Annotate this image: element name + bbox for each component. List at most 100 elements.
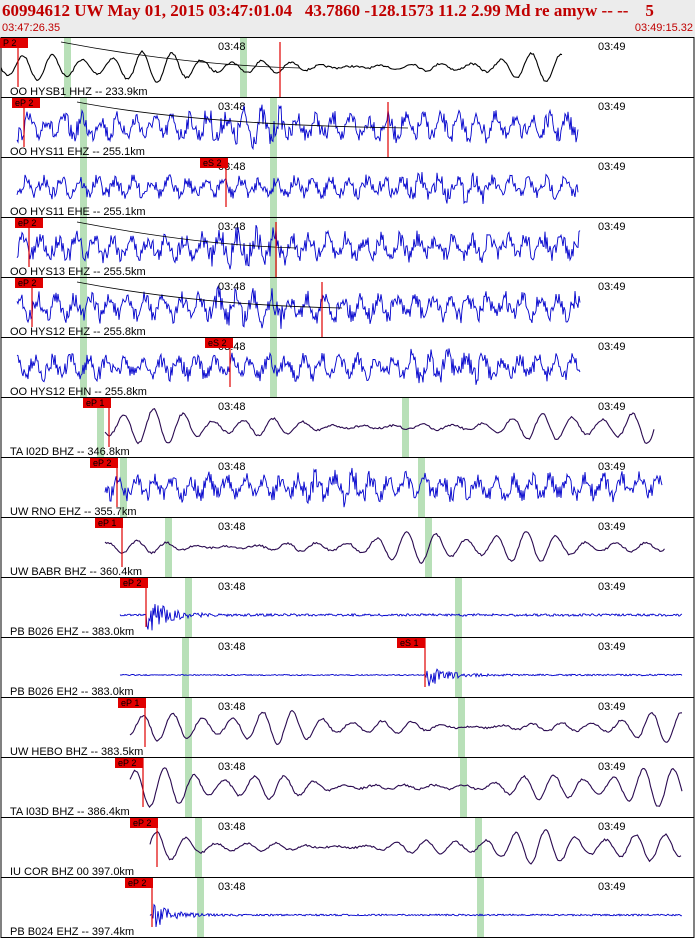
phase-pick-box[interactable] (95, 518, 123, 528)
time-window-marker (182, 638, 189, 697)
phase-pick-box[interactable] (115, 758, 143, 768)
phase-pick-label: eP 2 (128, 878, 146, 888)
station-label: PB B026 EHZ -- 383.0km (10, 626, 134, 638)
time-window-marker (80, 278, 87, 337)
waveform (149, 829, 682, 865)
time-tick-label: 03:48 (218, 41, 246, 53)
time-tick-label: 03:49 (598, 41, 626, 53)
time-tick-label: 03:48 (218, 581, 246, 593)
phase-pick-box[interactable] (83, 398, 111, 408)
phase-pick-label: eP 2 (118, 758, 136, 768)
trace-row[interactable]: 03:48 03:49 eP 2 UW RNO EHZ -- 355.7km (0, 457, 695, 519)
travel-time-curve (76, 221, 297, 249)
time-window-marker (240, 38, 247, 97)
time-tick-label: 03:49 (598, 461, 626, 473)
time-window-marker (418, 458, 425, 517)
trace-row[interactable]: 03:48 03:49 eP 2 TA I03D BHZ -- 386.4km (0, 757, 695, 819)
waveform (16, 225, 581, 270)
phase-pick-box[interactable] (397, 638, 425, 648)
phase-pick-label: eS 2 (208, 338, 227, 348)
waveform (16, 348, 581, 385)
time-window-marker (80, 218, 87, 277)
time-window-marker (402, 398, 409, 457)
phase-pick-box[interactable] (12, 98, 40, 108)
trace-row[interactable]: 03:48 03:49 eP 2 IU COR BHZ 00 397.0km (0, 817, 695, 879)
phase-pick-box[interactable] (90, 458, 118, 468)
phase-pick-label: eP 2 (18, 278, 36, 288)
start-time: 03:47:26.35 (2, 22, 61, 34)
seismogram-panel[interactable]: 03:48 03:49P 2OO HYSB1 HHZ -- 233.9km03:4… (0, 37, 695, 938)
trace-row[interactable]: 03:48 03:49 eP 1 TA I02D BHZ -- 346.8km (0, 397, 695, 459)
phase-pick-box[interactable] (120, 578, 148, 588)
time-tick-label: 03:48 (218, 521, 246, 533)
time-tick-label: 03:49 (598, 161, 626, 173)
phase-pick-box[interactable] (200, 158, 228, 168)
phase-pick-box[interactable] (15, 218, 43, 228)
time-tick-label: 03:49 (598, 641, 626, 653)
waveform (129, 767, 683, 809)
time-window-marker (64, 38, 71, 97)
waveform (104, 531, 665, 564)
time-tick-label: 03:48 (218, 281, 246, 293)
trace-row[interactable]: 03:48 03:49 eP 1 UW HEBO BHZ -- 383.5km (0, 697, 695, 759)
trace-row[interactable]: 03:48 03:49 eP 2 PB B026 EHZ -- 383.0km (0, 577, 695, 639)
time-tick-label: 03:48 (218, 701, 246, 713)
time-tick-label: 03:49 (598, 281, 626, 293)
trace-row[interactable]: 03:48 03:49 eS 1 PB B026 EH2 -- 383.0km (0, 637, 695, 699)
time-tick-label: 03:49 (598, 761, 626, 773)
phase-pick-label: eS 1 (400, 638, 419, 648)
phase-pick-box[interactable] (125, 878, 153, 888)
station-label: PB B026 EH2 -- 383.0km (10, 686, 134, 698)
time-window-marker (165, 518, 172, 577)
travel-time-curve (60, 41, 301, 69)
trace-row[interactable]: 03:48 03:49 eP 2 OO HYS12 EHZ -- 255.8km (0, 277, 695, 339)
time-window-marker (185, 698, 192, 757)
station-label: TA I02D BHZ -- 346.8km (10, 446, 130, 458)
trace-row[interactable]: 03:48 03:49 eP 2 OO HYS13 EHZ -- 255.5km (0, 217, 695, 279)
waveform (104, 408, 655, 445)
trace-row[interactable]: 03:48 03:49 P 2 OO HYSB1 HHZ -- 233.9km (0, 37, 695, 99)
time-window-marker (455, 578, 462, 637)
phase-pick-box[interactable] (118, 698, 146, 708)
phase-pick-label: eP 1 (98, 518, 116, 528)
station-label: IU COR BHZ 00 397.0km (10, 866, 134, 878)
end-time: 03:49:15.32 (634, 22, 693, 34)
phase-pick-box[interactable] (130, 818, 158, 828)
waveform (16, 285, 581, 329)
time-window-marker (185, 578, 192, 637)
time-tick-label: 03:48 (218, 461, 246, 473)
phase-pick-label: eP 2 (15, 98, 33, 108)
time-window-marker (120, 458, 127, 517)
phase-pick-box[interactable] (0, 38, 28, 48)
phase-pick-label: eP 2 (123, 578, 141, 588)
station-label: PB B024 EHZ -- 397.4km (10, 926, 134, 938)
station-label: OO HYS11 EHZ -- 255.1km (10, 146, 145, 158)
time-window-marker (97, 398, 104, 457)
phase-pick-label: eP 2 (133, 818, 151, 828)
time-tick-label: 03:49 (598, 401, 626, 413)
waveform (16, 104, 579, 151)
time-tick-label: 03:49 (598, 341, 626, 353)
time-tick-label: 03:48 (218, 761, 246, 773)
trace-row[interactable]: 03:48 03:49 eP 1 UW BABR BHZ -- 360.4km (0, 517, 695, 579)
station-label: OO HYS11 EHE -- 255.1km (10, 206, 146, 218)
phase-pick-label: eP 2 (18, 218, 36, 228)
time-tick-label: 03:48 (218, 401, 246, 413)
phase-pick-label: eP 1 (86, 398, 104, 408)
waveform (104, 467, 663, 508)
time-tick-label: 03:49 (598, 581, 626, 593)
travel-time-curve (76, 281, 343, 309)
waveform (16, 172, 579, 205)
phase-pick-box[interactable] (15, 278, 43, 288)
time-window-marker (185, 758, 192, 817)
waveform (149, 903, 683, 928)
time-window-marker (270, 338, 277, 397)
trace-row[interactable]: 03:48 03:49 eP 2 PB B024 EHZ -- 397.4km (0, 877, 695, 938)
phase-pick-box[interactable] (205, 338, 233, 348)
time-window-marker (475, 818, 482, 877)
time-tick-label: 03:49 (598, 881, 626, 893)
trace-row[interactable]: 03:48 03:49 eP 2 OO HYS11 EHZ -- 255.1km (0, 97, 695, 159)
event-header: 60994612 UW May 01, 2015 03:47:01.04 43.… (0, 0, 695, 37)
